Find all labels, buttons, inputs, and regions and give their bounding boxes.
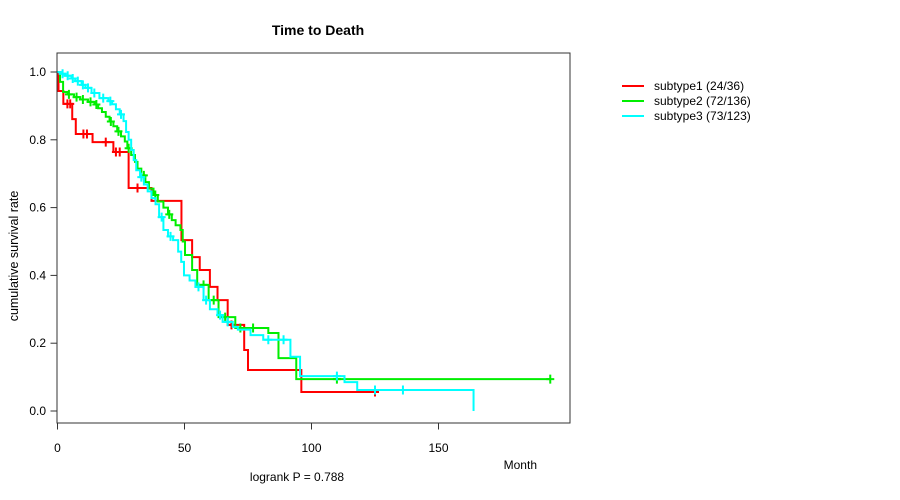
legend-label-subtype2: subtype2 (72/136)	[654, 93, 751, 108]
logrank-pvalue-text: logrank P = 0.788	[249, 470, 345, 484]
survival-curve-subtype3	[57, 71, 475, 411]
legend-line-swatch-subtype3	[622, 114, 644, 117]
legend-item-subtype3: subtype3 (73/123)	[622, 108, 751, 123]
legend: subtype1 (24/36) subtype2 (72/136) subty…	[622, 78, 751, 123]
legend-item-subtype2: subtype2 (72/136)	[622, 93, 751, 108]
survival-curve-subtype2	[57, 71, 551, 381]
y-axis-title: cumulative survival rate	[7, 190, 21, 322]
legend-line-swatch-subtype2	[622, 99, 644, 102]
x-tick-label: 50	[178, 441, 192, 455]
legend-item-subtype1: subtype1 (24/36)	[622, 78, 751, 93]
censor-marks-subtype2	[64, 89, 555, 384]
y-tick-label: 0.2	[29, 336, 46, 350]
legend-label-subtype1: subtype1 (24/36)	[654, 78, 745, 93]
legend-label-subtype3: subtype3 (73/123)	[654, 108, 751, 123]
y-tick-label: 0.4	[29, 268, 46, 282]
x-tick-label: 0	[54, 441, 61, 455]
legend-line-swatch-subtype1	[622, 84, 644, 87]
y-tick-label: 0.0	[29, 404, 46, 418]
chart-title: Time to Death	[271, 22, 365, 38]
x-axis-unit-label: Month	[503, 458, 537, 472]
x-tick-label: 100	[301, 441, 321, 455]
y-tick-label: 1.0	[29, 65, 46, 79]
y-tick-label: 0.8	[29, 133, 46, 147]
censor-marks-subtype1	[63, 99, 379, 397]
x-tick-label: 150	[428, 441, 448, 455]
survival-curve-subtype1	[57, 71, 375, 394]
y-tick-label: 0.6	[29, 201, 46, 215]
plot-box	[56, 52, 571, 424]
censor-marks-subtype3	[58, 69, 407, 395]
